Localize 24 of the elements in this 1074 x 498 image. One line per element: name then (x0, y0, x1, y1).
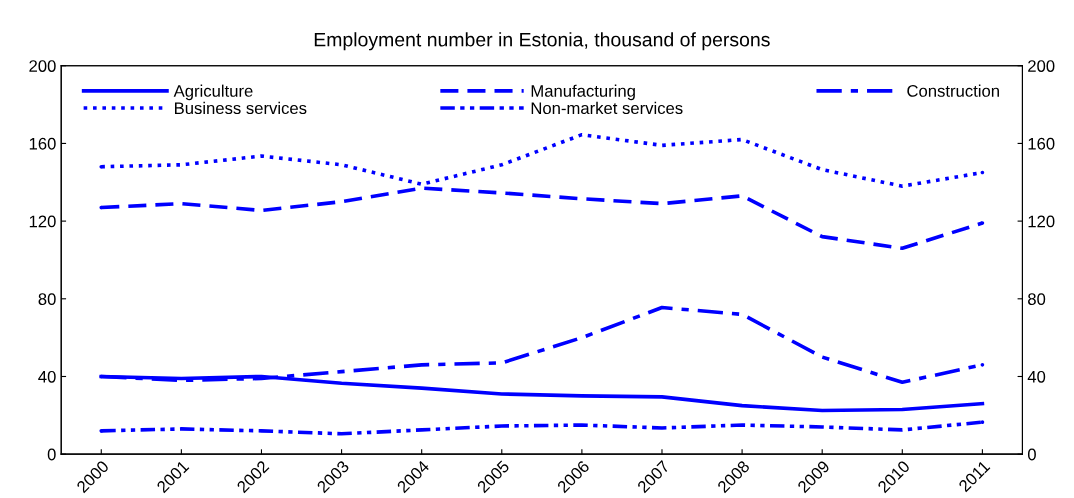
y2-tick-label: 40 (1027, 370, 1046, 383)
point (980, 363, 985, 367)
point (980, 420, 985, 424)
legend-label: Business services (175, 101, 307, 115)
y-tick-label: 120 (29, 215, 56, 228)
y-tick-label: 160 (29, 137, 56, 150)
point (99, 164, 104, 169)
y2-tick-label: 200 (1028, 60, 1055, 72)
point (99, 429, 104, 433)
point (980, 170, 985, 175)
chart-title: Employment number in Estonia, thousand of persons (314, 32, 770, 51)
legend-label: Manufacturing (531, 84, 635, 101)
y-tick-label: 0 (47, 448, 56, 461)
point (980, 221, 985, 225)
y2-tick-label: 120 (1028, 215, 1055, 228)
y-tick-label: 80 (38, 293, 56, 305)
y-tick-label: 40 (38, 370, 56, 383)
legend-label: Non-market services (531, 101, 683, 115)
y-tick-label: 200 (29, 60, 56, 72)
legend-label: Construction (907, 84, 999, 97)
y2-tick-label: 160 (1028, 137, 1055, 150)
y2-tick-label: 0 (1027, 448, 1036, 461)
y2-tick-label: 80 (1028, 293, 1046, 305)
legend-label: Agriculture (173, 84, 253, 101)
